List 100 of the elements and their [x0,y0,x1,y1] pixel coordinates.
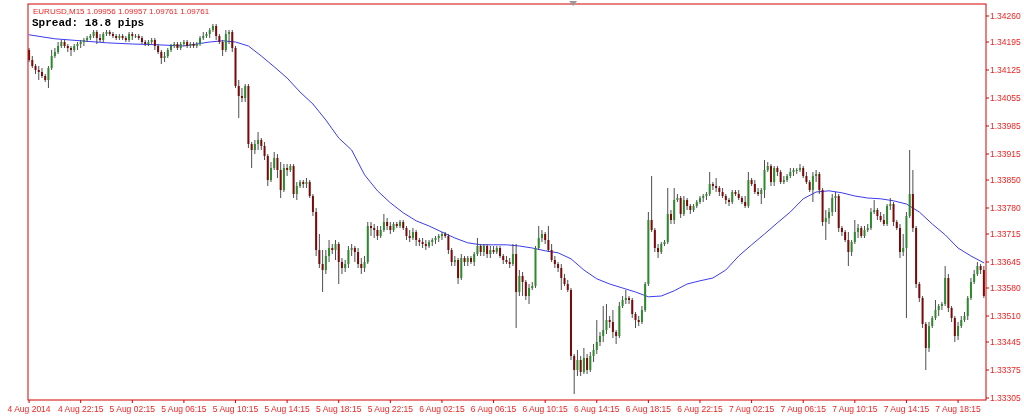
x-tick-label: 5 Aug 06:15 [161,404,207,414]
y-tick-label: 1.33780 [990,202,1021,213]
candlestick [708,171,711,197]
y-tick-label: 1.34125 [990,64,1021,75]
candlestick [457,257,460,285]
candlestick [715,177,718,193]
candlestick [582,347,585,375]
candlestick [224,29,227,53]
candlestick [757,187,760,197]
candlestick [908,149,911,219]
y-tick-label: 1.33375 [990,364,1021,375]
candlestick [369,221,372,237]
candlestick [847,231,850,267]
text: Spread: 18.8 pips [32,17,145,29]
candlestick [382,213,385,233]
candlestick [386,217,389,231]
x-tick-label: 5 Aug 22:15 [367,404,414,414]
candlestick [47,65,50,89]
x-tick-label: 4 Aug 2014 [7,404,51,414]
candlestick [798,163,801,173]
candlestick [711,181,714,191]
candlestick [886,203,889,227]
candlestick [824,209,827,241]
candlestick [599,331,601,347]
x-tick-label: 7 Aug 14:15 [883,404,930,414]
candlestick [763,159,766,199]
candlestick [524,279,527,301]
candlestick [728,197,731,207]
candlestick [957,321,960,341]
candlestick [50,49,53,71]
candlestick [182,39,185,47]
y-tick-label: 1.33580 [990,282,1021,293]
x-tick-label: 7 Aug 02:15 [728,404,775,414]
candlestick [818,171,821,195]
candlestick [928,321,931,353]
y-tick-label: 1.33645 [990,256,1021,267]
y-tick-label: 1.33305 [990,392,1021,403]
candlestick [682,195,685,217]
y-tick-label: 1.34055 [990,92,1021,103]
candlestick [282,163,285,193]
candlestick [595,319,598,355]
x-tick-label: 7 Aug 06:15 [780,404,827,414]
y-tick-label: 1.33445 [990,336,1021,347]
x-tick-label: 6 Aug 14:15 [574,404,620,414]
candlestick [40,67,43,79]
candlestick [447,233,450,255]
y-tick-label: 1.33850 [990,174,1021,185]
y-tick-label: 1.34260 [990,10,1021,21]
candlestick [699,195,701,205]
x-tick-label: 5 Aug 18:15 [316,404,362,414]
x-tick-label: 5 Aug 02:15 [109,404,156,414]
candlestick [669,209,672,225]
candlestick [357,247,360,269]
candlestick [337,241,340,285]
x-tick-label: 6 Aug 18:15 [625,404,672,414]
candlestick [334,239,337,261]
candlestick [589,351,592,373]
x-tick-label: 6 Aug 22:15 [677,404,723,414]
candlestick [276,153,279,179]
candlestick [521,271,524,297]
candlestick [679,195,682,219]
candlestick [631,297,634,319]
y-tick-label: 1.34195 [990,36,1021,47]
candlestick [321,249,324,293]
x-tick-label: 6 Aug 06:15 [470,404,517,414]
candlestick [782,175,785,185]
candlestick [740,195,743,205]
candlestick [408,229,411,243]
candlestick [898,223,901,259]
candlestick [579,355,582,377]
candlestick [231,29,234,53]
x-tick-label: 6 Aug 02:15 [419,404,465,414]
candlestick [786,173,789,183]
chart-title: EURUSD,M15 1.09956 1.09957 1.09761 1.09761 [33,7,210,16]
candlestick [499,245,502,259]
candlestick [211,23,214,33]
candlestick [892,201,895,227]
x-tick-label: 5 Aug 10:15 [212,404,259,414]
x-tick-label: 7 Aug 18:15 [935,404,981,414]
candlestick [602,305,605,343]
candlestick [170,43,172,53]
x-tick-label: 4 Aug 22:15 [57,404,104,414]
candlestick [347,245,350,269]
candlestick [350,243,353,257]
line-series [28,34,985,298]
candlestick [269,161,272,183]
y-tick-label: 1.33510 [990,310,1021,321]
x-tick-label: 5 Aug 14:15 [264,404,311,414]
candlestick [250,141,253,169]
candlestick [279,161,282,199]
candlestick [547,225,550,253]
candlestick [240,87,243,103]
candlestick [576,349,579,377]
y-tick-label: 1.33985 [990,120,1021,131]
candlestick [834,191,837,213]
y-tick-label: 1.33715 [990,228,1021,239]
x-tick-label: 6 Aug 10:15 [522,404,569,414]
y-tick-label: 1.33915 [990,148,1021,159]
candlestick [518,269,521,297]
candlestick [537,225,540,251]
